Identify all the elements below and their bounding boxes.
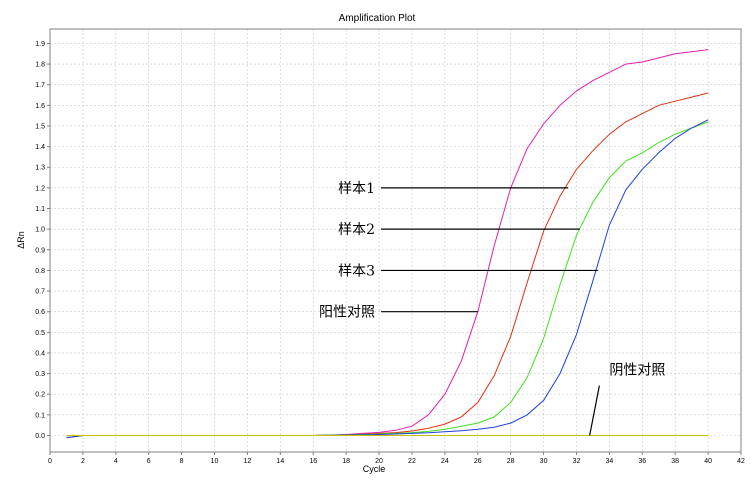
y-tick-label: 0.3 xyxy=(35,371,45,378)
y-tick-label: 0.6 xyxy=(35,309,45,316)
x-tick-label: 12 xyxy=(244,458,252,465)
x-tick-label: 18 xyxy=(342,458,350,465)
y-tick-label: 1.7 xyxy=(35,82,45,89)
x-tick-label: 40 xyxy=(704,458,712,465)
y-tick-label: 0.9 xyxy=(35,247,45,254)
plot-frame xyxy=(49,28,742,453)
y-tick-label: 1.3 xyxy=(35,165,45,172)
x-tick-label: 26 xyxy=(474,458,482,465)
x-tick-label: 6 xyxy=(147,458,151,465)
x-tick-label: 14 xyxy=(276,458,284,465)
x-tick-label: 24 xyxy=(441,458,449,465)
x-tick-label: 28 xyxy=(507,458,515,465)
annotation-label: 样本3 xyxy=(338,263,375,279)
annotation-label: 阳性对照 xyxy=(319,305,375,321)
grid xyxy=(50,29,741,452)
y-tick-label: 0.8 xyxy=(35,268,45,275)
y-tick-label: 0.1 xyxy=(35,412,45,419)
y-tick-label: 0.2 xyxy=(35,392,45,399)
series-line-2 xyxy=(66,92,709,439)
y-axis-label: ΔRn xyxy=(16,231,26,249)
x-tick-label: 32 xyxy=(573,458,581,465)
x-tick-label: 34 xyxy=(605,458,613,465)
x-tick-label: 0 xyxy=(48,458,52,465)
y-tick-label: 1.8 xyxy=(35,62,45,69)
x-tick-label: 20 xyxy=(375,458,383,465)
y-tick-label: 1.6 xyxy=(35,103,45,110)
x-tick-label: 36 xyxy=(638,458,646,465)
x-axis-label: Cycle xyxy=(363,464,386,474)
x-tick-labels: 0 2 4 6 8 10 12 14 16 18 20 22 24 26 28 30 32 34 36 38 40 42 xyxy=(48,452,745,465)
y-tick-label: 1.9 xyxy=(35,41,45,48)
y-tick-label: 1.5 xyxy=(35,123,45,130)
x-tick-label: 22 xyxy=(408,458,416,465)
y-tick-label: 1.0 xyxy=(35,227,45,234)
series-lines xyxy=(66,49,709,439)
y-tick-label: 0.7 xyxy=(35,289,45,296)
annotation-label: 样本1 xyxy=(338,181,375,197)
series-line-3 xyxy=(66,121,709,439)
x-tick-label: 42 xyxy=(737,458,745,465)
y-tick-label: 0.0 xyxy=(35,433,45,440)
annotation-label: 样本2 xyxy=(338,222,375,238)
x-tick-label: 30 xyxy=(540,458,548,465)
x-tick-label: 38 xyxy=(671,458,679,465)
y-tick-label: 1.2 xyxy=(35,185,45,192)
annotation-label: 阴性对照 xyxy=(609,363,665,379)
x-tick-label: 8 xyxy=(180,458,184,465)
y-tick-label: 0.4 xyxy=(35,350,45,357)
x-tick-label: 4 xyxy=(114,458,118,465)
series-line-1 xyxy=(66,49,709,439)
x-tick-label: 2 xyxy=(81,458,85,465)
x-tick-label: 16 xyxy=(309,458,317,465)
y-tick-label: 1.1 xyxy=(35,206,45,213)
chart-title: Amplification Plot xyxy=(339,13,416,24)
y-tick-labels: 0.0 0.1 0.2 0.3 0.4 0.5 0.6 0.7 0.8 0.9 1.0 1.1 1.2 1… xyxy=(35,41,50,440)
x-tick-label: 10 xyxy=(211,458,219,465)
y-tick-label: 0.5 xyxy=(35,330,45,337)
y-tick-label: 1.4 xyxy=(35,144,45,151)
annotation-leader xyxy=(589,385,600,436)
